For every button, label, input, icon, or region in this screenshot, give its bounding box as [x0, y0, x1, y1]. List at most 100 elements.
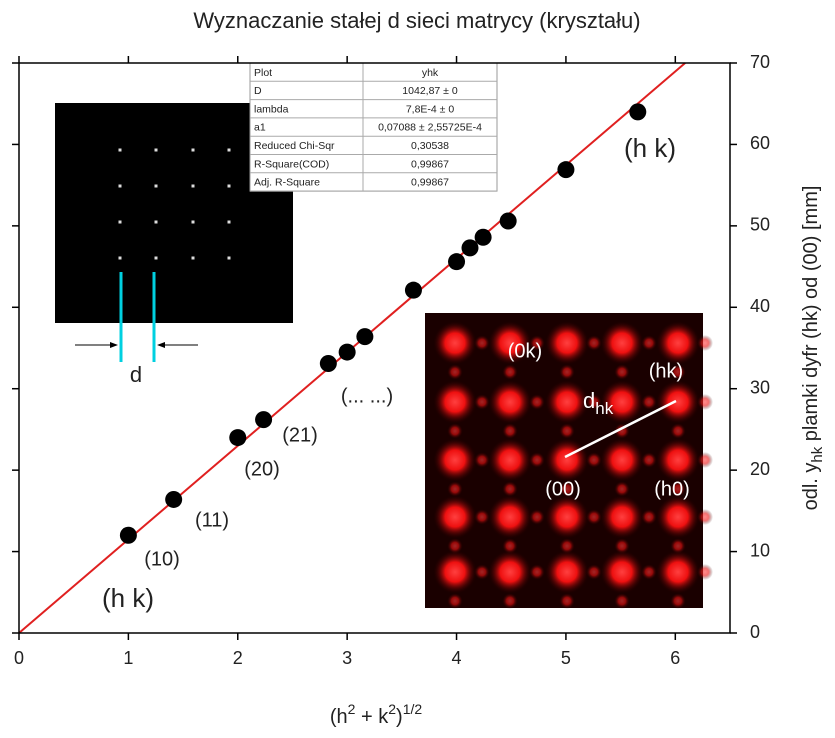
- diffraction-spot: [488, 550, 532, 594]
- x-label-part: + k: [355, 706, 389, 728]
- diffraction-spot-side: [529, 394, 545, 410]
- diffraction-spot-side: [614, 481, 630, 497]
- lattice-dot: [191, 148, 195, 152]
- diffraction-spot: [600, 438, 644, 482]
- data-point: [629, 103, 647, 121]
- diffraction-spot-side: [529, 509, 545, 525]
- diffraction-spot-side: [474, 452, 490, 468]
- dhk-sub: hk: [595, 399, 613, 418]
- table-cell: 0,99867: [411, 158, 449, 170]
- diffraction-spot-side: [529, 564, 545, 580]
- diffraction-spot-side: [474, 335, 490, 351]
- table-cell: Plot: [254, 67, 272, 79]
- diffraction-spot-side: [670, 538, 686, 554]
- x-tick-label: 3: [342, 648, 352, 668]
- diffraction-spot-side: [502, 538, 518, 554]
- lattice-dot: [191, 184, 195, 188]
- diffraction-spot-side: [447, 481, 463, 497]
- lattice-dot: [118, 148, 122, 152]
- annotation: (10): [144, 548, 180, 570]
- data-point: [461, 239, 479, 257]
- lattice-dot: [118, 184, 122, 188]
- y-tick-label: 60: [750, 133, 770, 153]
- data-point: [404, 281, 422, 299]
- data-point: [356, 328, 374, 346]
- y-label-part: hk: [809, 446, 826, 462]
- diffraction-spot-side: [474, 564, 490, 580]
- lattice-dot: [191, 256, 195, 260]
- diffraction-spot-side: [529, 452, 545, 468]
- annotation: (... ...): [341, 385, 393, 407]
- diffraction-spot: [545, 321, 589, 365]
- annotation: (21): [282, 424, 318, 446]
- y-tick-label: 10: [750, 540, 770, 560]
- diffraction-spot: [545, 495, 589, 539]
- diffraction-spot: [600, 321, 644, 365]
- diffraction-spot: [600, 550, 644, 594]
- diffraction-spot: [433, 550, 477, 594]
- diffraction-spot-side: [502, 423, 518, 439]
- x-label-part: ): [396, 706, 403, 728]
- diffraction-spot-side: [502, 364, 518, 380]
- lattice-dot: [227, 184, 231, 188]
- diffraction-spot: [656, 438, 700, 482]
- diffraction-spot-side: [614, 593, 630, 609]
- d-label: d: [130, 362, 142, 387]
- lattice-dot: [191, 220, 195, 224]
- diffraction-spot: [433, 438, 477, 482]
- plot-frame: [18, 62, 731, 634]
- data-point: [229, 429, 247, 447]
- diffraction-spot: [488, 321, 532, 365]
- data-point: [338, 343, 356, 361]
- x-tick-label: 5: [561, 648, 571, 668]
- dhk-main: d: [583, 388, 595, 413]
- diffraction-spot: [488, 438, 532, 482]
- diffraction-spot-side: [447, 593, 463, 609]
- diffraction-spot-side: [614, 364, 630, 380]
- table-cell: 0,07088 ± 2,55725E-4: [378, 122, 482, 134]
- diffraction-spot: [545, 550, 589, 594]
- diffraction-spot: [545, 380, 589, 424]
- table-background: [249, 62, 498, 192]
- diffraction-spot-side: [641, 452, 657, 468]
- y-tick-label: 50: [750, 215, 770, 235]
- table-cell: 7,8E-4 ± 0: [406, 103, 455, 115]
- diffraction-spot: [545, 438, 589, 482]
- pattern-label: (00): [545, 478, 581, 500]
- diffraction-spot-side: [670, 423, 686, 439]
- diffraction-spot-side: [586, 564, 602, 580]
- dhk-label: dhk: [583, 388, 614, 419]
- x-label-part: 2: [388, 701, 396, 717]
- lattice-dot: [227, 220, 231, 224]
- annotation: (h k): [624, 133, 676, 163]
- y-tick-label: 30: [750, 377, 770, 397]
- diffraction-spot-side: [697, 509, 713, 525]
- diffraction-spot: [488, 380, 532, 424]
- lattice-dot: [154, 220, 158, 224]
- diffraction-spot-side: [502, 593, 518, 609]
- data-point: [499, 212, 517, 230]
- x-axis-label: (h2 + k2)1/2: [330, 701, 423, 729]
- lattice-dot: [118, 220, 122, 224]
- chart-title: Wyznaczanie stałej d sieci matrycy (krys…: [193, 8, 640, 33]
- diffraction-spot-side: [670, 364, 686, 380]
- diffraction-inset: (0k) (hk) (00) (h0) dhk: [425, 313, 713, 609]
- diffraction-spot-side: [641, 394, 657, 410]
- y-axis-label: odl. yhk plamki dyfr (hk) od (00) [mm]: [800, 186, 826, 511]
- diffraction-spot-side: [697, 452, 713, 468]
- fit-table: Plot yhk D 1042,87 ± 0 lambda 7,8E-4 ± 0 a1 0,0…: [249, 62, 498, 192]
- diffraction-spot-side: [697, 335, 713, 351]
- diffraction-spot-side: [641, 335, 657, 351]
- lattice-dot: [154, 184, 158, 188]
- diffraction-spot: [433, 380, 477, 424]
- lattice-dot: [154, 256, 158, 260]
- x-tick-label: 6: [670, 648, 680, 668]
- pattern-label: (0k): [508, 340, 542, 362]
- annotation: (h k): [102, 583, 154, 613]
- table-cell: 1042,87 ± 0: [402, 85, 458, 97]
- x-tick-label: 1: [123, 648, 133, 668]
- diffraction-spot-side: [474, 394, 490, 410]
- table-cell: a1: [254, 122, 266, 134]
- y-tick-label: 0: [750, 622, 760, 642]
